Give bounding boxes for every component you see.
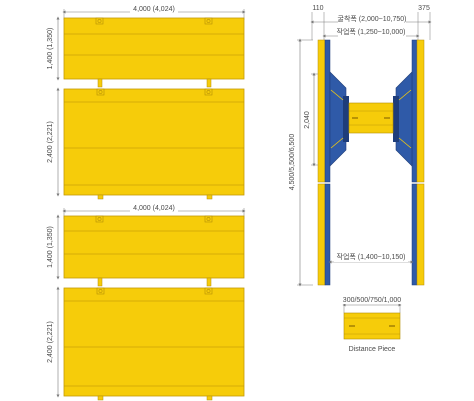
total-height-label: 4,500/5,500/6,500 xyxy=(289,134,296,191)
bottom-upper-height-dimension: 1,400 (1,350) xyxy=(47,214,60,280)
bottom-width-label: 4,000 (4,024) xyxy=(133,205,175,212)
left-offset-label: 110 xyxy=(312,5,323,12)
top-lower-panel xyxy=(63,88,245,200)
strut-height-label: 2,040 xyxy=(304,111,311,129)
side-section-view: 110 375 굴착폭 (2,000~10,750) 작업폭 (1,250~10… xyxy=(289,5,432,287)
bottom-panel-set: 4,000 (4,024) 1,400 (1,350) xyxy=(47,204,246,401)
top-panel-set: 4,000 (4,024) 1,400 (1,350) xyxy=(47,5,246,200)
working-width-bottom-dimension: 작업폭 (1,400~10,150) xyxy=(328,252,414,264)
top-width-label: 4,000 (4,024) xyxy=(133,6,175,13)
right-strut-bracket xyxy=(393,71,413,167)
excavation-width-label: 굴착폭 (2,000~10,750) xyxy=(338,15,407,23)
working-width-top-label: 작업폭 (1,250~10,000) xyxy=(337,27,406,36)
right-offset-label: 375 xyxy=(418,5,430,12)
top-lower-height-label: 2,400 (2,221) xyxy=(47,121,54,163)
bottom-upper-panel xyxy=(63,215,245,287)
distance-piece: 300/500/750/1,000 Distance Piece xyxy=(339,295,405,353)
distance-piece-size-label: 300/500/750/1,000 xyxy=(343,297,401,304)
bottom-lower-height-dimension: 2,400 (2,221) xyxy=(47,286,60,398)
top-upper-panel xyxy=(63,17,245,88)
working-width-top-dimension: 작업폭 (1,250~10,000) xyxy=(322,27,420,38)
top-upper-height-label: 1,400 (1,350) xyxy=(47,28,54,70)
strut-spreader xyxy=(348,102,394,134)
working-width-bottom-label: 작업폭 (1,400~10,150) xyxy=(337,252,406,261)
right-shoring-wall xyxy=(411,39,425,286)
top-upper-height-dimension: 1,400 (1,350) xyxy=(47,16,60,81)
bottom-upper-height-label: 1,400 (1,350) xyxy=(47,226,54,268)
bottom-lower-panel xyxy=(63,287,245,401)
bottom-lower-height-label: 2,400 (2,221) xyxy=(47,321,54,363)
distance-piece-name-label: Distance Piece xyxy=(349,346,396,353)
excavation-width-dimension: 굴착폭 (2,000~10,750) xyxy=(310,14,432,24)
left-strut-bracket xyxy=(329,71,349,167)
total-height-dimension: 4,500/5,500/6,500 xyxy=(289,38,313,287)
top-lower-height-dimension: 2,400 (2,221) xyxy=(47,87,60,197)
left-shoring-wall xyxy=(317,39,331,286)
